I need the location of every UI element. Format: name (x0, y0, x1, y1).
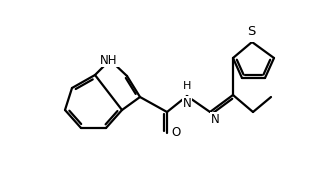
Text: O: O (171, 126, 180, 140)
Text: H: H (183, 81, 191, 91)
Text: N: N (211, 113, 220, 126)
Text: S: S (247, 28, 255, 41)
Text: N: N (182, 97, 191, 110)
Text: S: S (247, 25, 255, 38)
Text: NH: NH (100, 53, 118, 66)
